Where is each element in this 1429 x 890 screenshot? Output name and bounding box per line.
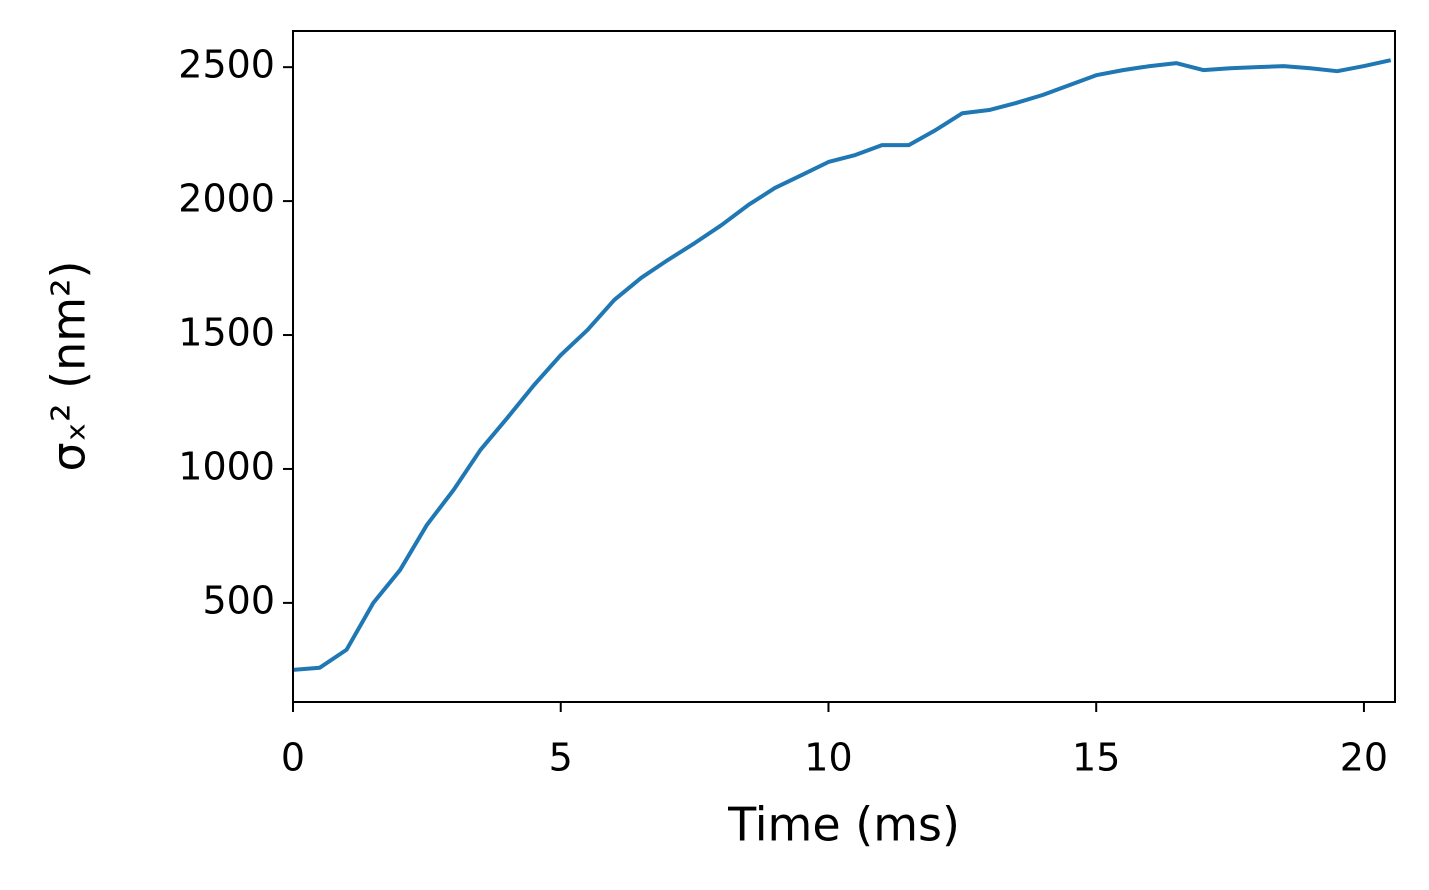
- y-tick-label: 1000: [178, 444, 275, 488]
- x-tick-label: 5: [549, 736, 573, 780]
- x-tick-label: 20: [1340, 736, 1388, 780]
- x-tick-label: 0: [281, 736, 305, 780]
- y-axis-label: σₓ² (nm²): [42, 261, 96, 472]
- line: [293, 58, 1392, 672]
- x-tick-label: 10: [804, 736, 852, 780]
- plot-frame: [292, 30, 1396, 703]
- y-tick-label: 1500: [178, 311, 275, 355]
- y-tick-label: 500: [202, 578, 275, 622]
- x-tick-label: 15: [1072, 736, 1120, 780]
- y-tick-label: 2500: [178, 43, 275, 87]
- y-tick-label: 2000: [178, 177, 275, 221]
- x-axis-label: Time (ms): [727, 798, 960, 852]
